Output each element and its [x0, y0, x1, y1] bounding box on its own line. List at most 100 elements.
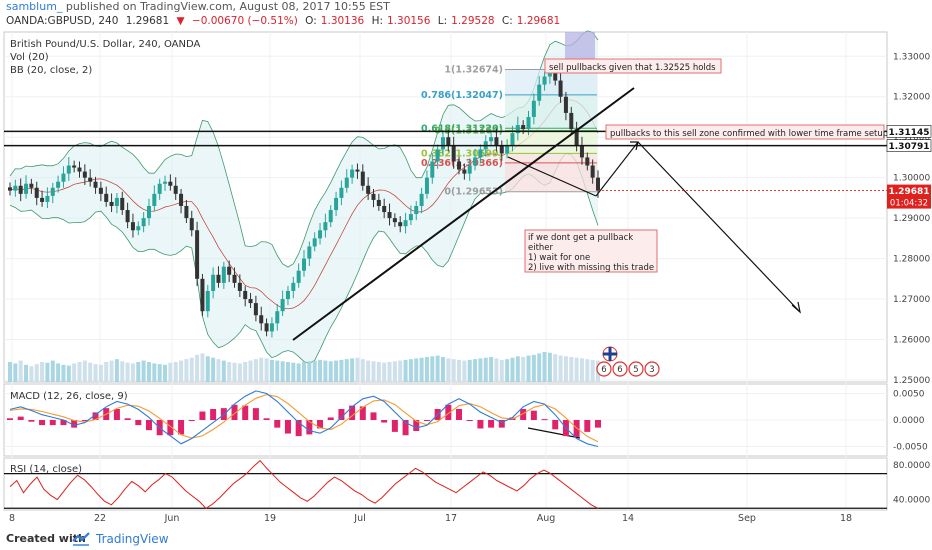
macd-series: [7, 390, 601, 448]
macd-line: [9, 390, 599, 448]
volume-bar: [130, 363, 135, 382]
candle-body: [184, 205, 189, 219]
macd-histogram-bar: [81, 420, 88, 421]
macd-histogram-bar: [381, 420, 388, 423]
trendline[interactable]: [292, 87, 635, 341]
candle-body: [77, 167, 82, 172]
time-tick-label: 22: [94, 513, 106, 524]
macd-histogram-bar: [167, 420, 174, 436]
volume-bar: [302, 362, 306, 382]
macd-histogram-bar: [541, 419, 548, 421]
volume-bar: [45, 362, 50, 382]
macd-histogram-bar: [338, 408, 345, 420]
quote-line: OANDA:GBPUSD, 240 1.29681 ▼ −0.00670 (−0…: [6, 15, 564, 29]
macd-histogram-bar: [359, 406, 366, 420]
annotation-box-nopullback[interactable]: [524, 229, 658, 273]
high-value: 1.30156: [387, 15, 431, 27]
volume-bar: [430, 356, 435, 382]
candle-body: [211, 274, 216, 291]
volume-bar: [478, 358, 483, 382]
fib-label: 0.618(1.31220): [421, 123, 503, 134]
close-value: 1.29681: [516, 15, 561, 27]
volume-bar: [146, 362, 151, 382]
candle-body: [371, 193, 376, 200]
fibonacci-retracement[interactable]: 1(1.32674) 0.786(1.32047) 0.618(1.31220) 0.…: [421, 32, 597, 198]
candle-body: [280, 299, 285, 312]
volume-bar: [483, 357, 488, 382]
volume-bar: [569, 357, 574, 382]
macd-histogram-bar: [466, 420, 473, 421]
candle-body: [243, 290, 248, 300]
volume-bar: [499, 359, 504, 382]
volume-bar: [152, 363, 157, 382]
candle-body: [585, 157, 590, 166]
price-axis[interactable]: 1.33000 1.32000 1.31000 1.30000 1.29000 1.280…: [893, 52, 930, 505]
annotation-sell-text: sell pullbacks given that 1.32525 holds: [549, 63, 716, 73]
volume-bar: [173, 362, 178, 382]
volume-bar: [350, 358, 355, 382]
candle-body: [547, 72, 552, 77]
projection-arrow-icon: [791, 301, 801, 314]
tradingview-brand[interactable]: TradingView: [96, 532, 169, 546]
volume-bar: [473, 359, 478, 382]
author-name[interactable]: samblum_: [6, 0, 63, 13]
price-tick-label: 1.33000: [893, 52, 930, 62]
candle-body: [553, 72, 558, 81]
volume-bar: [296, 363, 301, 382]
macd-legend: MACD (12, 26, close, 9): [10, 391, 128, 402]
macd-tick-label: 0.0050: [893, 390, 925, 400]
macd-histogram-bar: [28, 420, 35, 422]
candle-body: [392, 218, 397, 223]
candle-body: [136, 226, 141, 231]
volume-bar: [510, 357, 515, 382]
candle-body: [152, 193, 157, 206]
volume-bar: [414, 358, 419, 382]
candle-body: [157, 183, 162, 194]
macd-histogram-bar: [242, 405, 249, 420]
economic-events[interactable]: 6 6 5 3: [596, 361, 660, 377]
candle-body: [216, 274, 221, 283]
volume-bar: [446, 358, 451, 382]
chart-canvas[interactable]: 1(1.32674) 0.786(1.32047) 0.618(1.31220) 0.…: [0, 0, 932, 528]
volume-bar: [515, 356, 520, 382]
candle-body: [462, 169, 467, 174]
candle-body: [93, 181, 98, 188]
macd-histogram-bar: [477, 420, 484, 429]
tradingview-logo-icon: [72, 532, 90, 546]
trend-drawings[interactable]: [292, 87, 801, 439]
macd-histogram-bar: [284, 420, 291, 434]
volume-bar: [227, 362, 232, 382]
volume-bar: [505, 359, 510, 382]
time-axis[interactable]: 8 22 Jun 19 Jul 17 Aug 14 Sep 18: [9, 513, 852, 524]
candle-body: [505, 145, 510, 154]
macd-histogram-bar: [317, 420, 324, 429]
low-label: L:: [437, 15, 448, 27]
candle-body: [72, 165, 77, 168]
candle-body: [430, 161, 435, 178]
candle-body: [596, 177, 600, 191]
volume-bar: [120, 361, 125, 382]
time-tick-label: Sep: [738, 513, 756, 524]
time-tick-label: 18: [840, 513, 852, 524]
volume-bar: [435, 355, 440, 382]
volume-bar: [184, 359, 189, 382]
candle-body: [109, 201, 114, 206]
rsi-line: [9, 459, 599, 509]
macd-histogram-bar: [274, 420, 281, 428]
volume-bar: [157, 364, 162, 382]
volume-bar: [200, 353, 205, 382]
candle-body: [408, 214, 413, 221]
volume-bar: [205, 356, 210, 382]
candle-body: [237, 282, 242, 291]
candle-body: [531, 100, 536, 117]
candle-body: [569, 112, 574, 130]
price-tags: 1.31145 1.30791 1.29681 01:04:32: [598, 125, 932, 209]
candle-body: [521, 125, 526, 130]
candle-body: [318, 230, 323, 239]
price-tick-label: 1.27000: [893, 295, 930, 305]
annotation-box-sell[interactable]: [544, 58, 722, 74]
bb-legend: BB (20, close, 2): [10, 65, 92, 76]
volume-bar: [323, 360, 328, 382]
annotation-box-zone[interactable]: [605, 124, 885, 140]
volume-bar: [248, 360, 253, 382]
